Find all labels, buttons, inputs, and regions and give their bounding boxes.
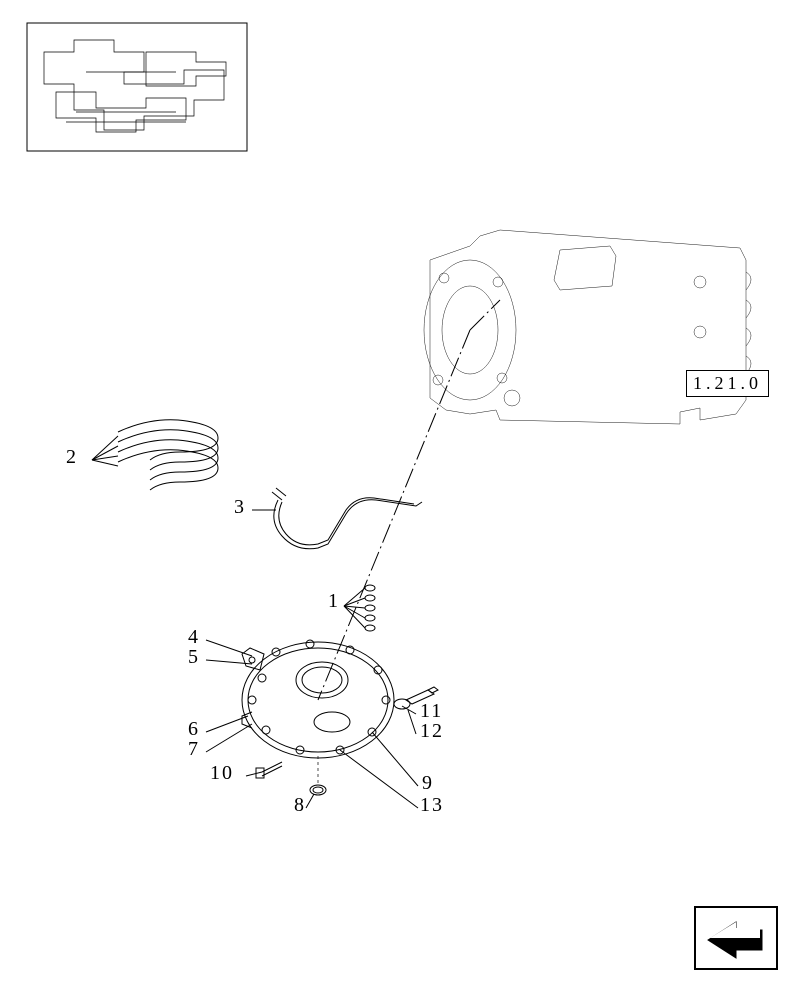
callout-13: 13 xyxy=(420,794,444,817)
callout-8: 8 xyxy=(294,794,306,817)
arrow-right-icon xyxy=(696,908,776,968)
nav-next-button[interactable] xyxy=(694,906,778,970)
callout-1: 1 xyxy=(328,590,340,613)
callout-9: 9 xyxy=(422,772,434,795)
callout-10: 10 xyxy=(210,762,234,785)
callout-7: 7 xyxy=(188,738,200,761)
pipes-bundle xyxy=(118,420,218,490)
callout-5: 5 xyxy=(188,646,200,669)
bent-tube xyxy=(272,488,422,549)
callout-12: 12 xyxy=(420,720,444,743)
main-diagram xyxy=(0,0,808,1000)
callout-3: 3 xyxy=(234,496,246,519)
screw-left xyxy=(256,762,282,778)
o-rings xyxy=(365,585,375,631)
housing-ref-box: 1.21.0 xyxy=(686,370,769,397)
callout-2: 2 xyxy=(66,446,78,469)
